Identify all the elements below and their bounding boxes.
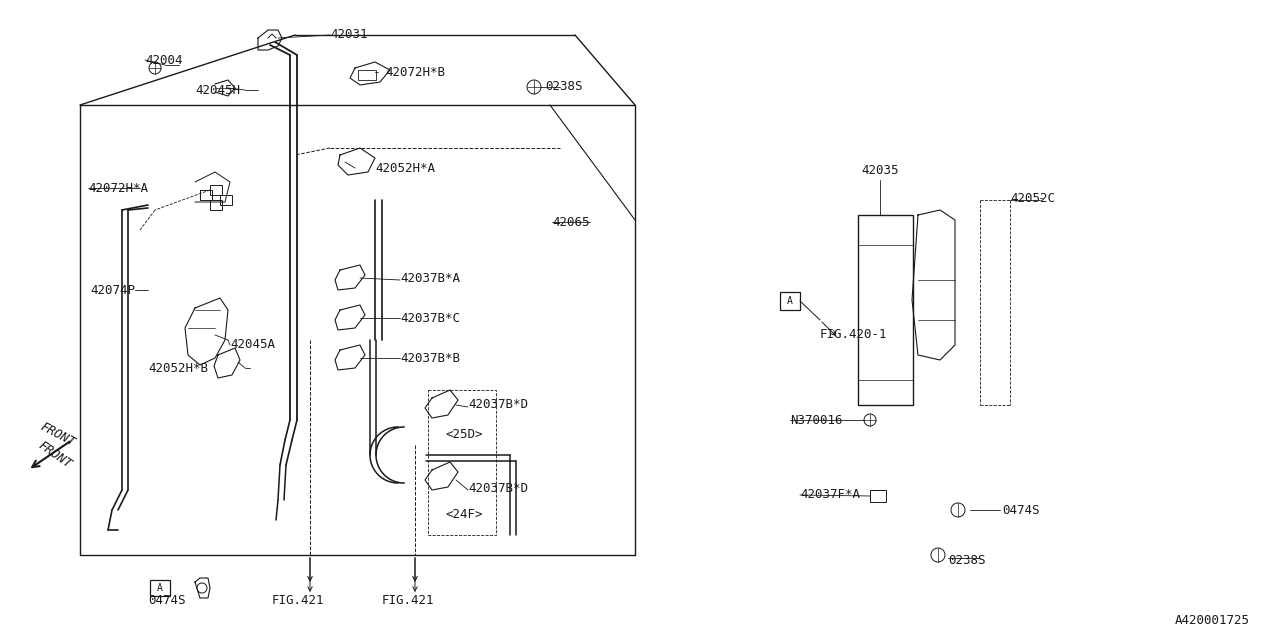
Bar — [150, 580, 170, 596]
Text: FRONT: FRONT — [38, 420, 78, 449]
Text: 42004: 42004 — [145, 54, 183, 67]
Text: A: A — [157, 583, 163, 593]
Text: 42037B*D: 42037B*D — [468, 481, 529, 495]
Bar — [358, 70, 376, 80]
Bar — [870, 490, 886, 502]
Text: FRONT: FRONT — [36, 439, 74, 471]
Text: A420001725: A420001725 — [1175, 614, 1251, 627]
Text: <24F>: <24F> — [445, 509, 483, 522]
Text: 0238S: 0238S — [948, 554, 986, 566]
Text: 42035: 42035 — [861, 163, 899, 177]
Text: 42037B*B: 42037B*B — [399, 351, 460, 365]
Text: <25D>: <25D> — [445, 429, 483, 442]
Text: 0238S: 0238S — [545, 81, 582, 93]
Text: 42037B*D: 42037B*D — [468, 399, 529, 412]
Bar — [210, 200, 221, 210]
Bar — [858, 215, 913, 405]
Text: 42031: 42031 — [330, 29, 367, 42]
Text: A: A — [787, 296, 792, 306]
Text: 42037B*A: 42037B*A — [399, 271, 460, 285]
Text: FIG.420-1: FIG.420-1 — [820, 328, 887, 342]
Text: 42052H*A: 42052H*A — [375, 161, 435, 175]
Text: N370016: N370016 — [790, 413, 842, 426]
Bar — [220, 195, 232, 205]
Text: FIG.421: FIG.421 — [381, 593, 434, 607]
Text: 42037B*C: 42037B*C — [399, 312, 460, 324]
Text: 42037F*A: 42037F*A — [800, 488, 860, 502]
Text: 42065: 42065 — [552, 216, 590, 228]
Text: 0474S: 0474S — [1002, 504, 1039, 516]
Text: 42052H*B: 42052H*B — [148, 362, 207, 374]
Bar — [210, 185, 221, 195]
Bar — [780, 292, 800, 310]
Text: 42045H: 42045H — [195, 83, 241, 97]
Text: 42045A: 42045A — [230, 339, 275, 351]
Text: FIG.421: FIG.421 — [273, 593, 325, 607]
Bar — [428, 390, 497, 535]
Text: 42052C: 42052C — [1010, 191, 1055, 205]
Bar — [200, 190, 212, 200]
Text: 0474S: 0474S — [148, 593, 186, 607]
Text: 42072H*B: 42072H*B — [385, 65, 445, 79]
Text: 42072H*A: 42072H*A — [88, 182, 148, 195]
Text: 42074P: 42074P — [90, 284, 134, 296]
